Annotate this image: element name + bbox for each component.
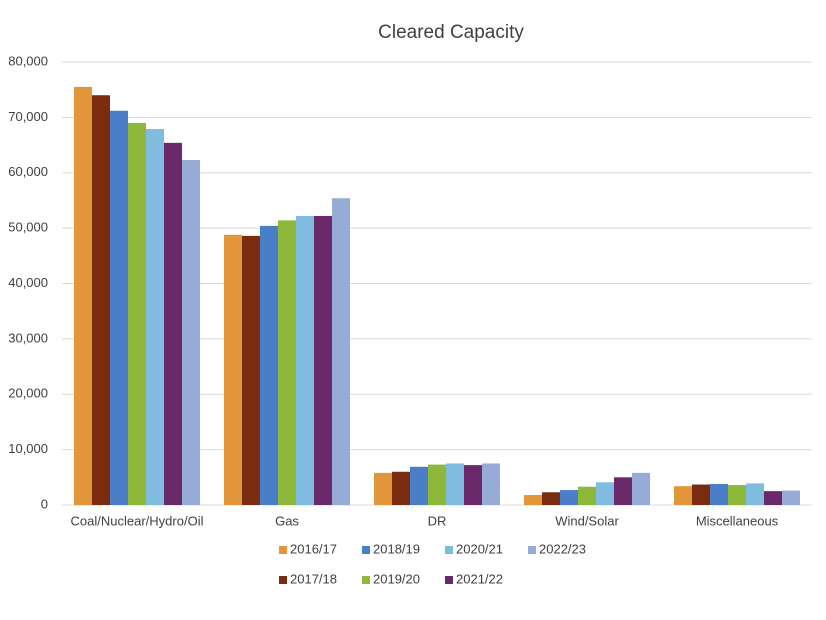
bar — [632, 472, 650, 505]
x-tick-label: DR — [428, 513, 447, 528]
legend-swatch — [445, 576, 453, 584]
bar — [782, 490, 800, 505]
legend-swatch — [528, 546, 536, 554]
legend-swatch — [362, 546, 370, 554]
legend-swatch — [445, 546, 453, 554]
bar — [74, 86, 92, 505]
x-tick-label: Gas — [275, 513, 299, 528]
legend-label: 2020/21 — [456, 541, 503, 556]
bar — [542, 492, 560, 505]
legend-label: 2022/23 — [539, 541, 586, 556]
bar — [482, 463, 500, 505]
legend-label: 2016/17 — [290, 541, 337, 556]
x-tick-label: Coal/Nuclear/Hydro/Oil — [71, 513, 204, 528]
bar — [710, 483, 728, 505]
legend-swatch — [279, 576, 287, 584]
bar — [446, 463, 464, 505]
y-tick-label: 60,000 — [8, 164, 48, 179]
y-tick-label: 80,000 — [8, 53, 48, 68]
bar — [578, 486, 596, 505]
bar — [296, 215, 314, 505]
bar — [596, 482, 614, 505]
x-tick-label: Miscellaneous — [696, 513, 779, 528]
y-tick-label: 10,000 — [8, 441, 48, 456]
bar — [146, 129, 164, 505]
bar — [242, 235, 260, 505]
bar — [410, 466, 428, 505]
bar — [224, 234, 242, 505]
y-tick-label: 40,000 — [8, 275, 48, 290]
bar — [92, 95, 110, 505]
y-tick-label: 0 — [41, 496, 48, 511]
bar — [464, 465, 482, 505]
bar — [728, 485, 746, 505]
bar — [314, 215, 332, 505]
bar — [374, 472, 392, 505]
bar — [164, 142, 182, 505]
bar — [674, 486, 692, 505]
bar — [260, 225, 278, 505]
bar — [692, 484, 710, 505]
bar — [524, 495, 542, 505]
legend-label: 2021/22 — [456, 571, 503, 586]
legend-swatch — [362, 576, 370, 584]
legend-swatch — [279, 546, 287, 554]
bar — [278, 220, 296, 505]
bar — [764, 491, 782, 505]
bar — [182, 160, 200, 506]
legend-label: 2017/18 — [290, 571, 337, 586]
x-tick-label: Wind/Solar — [555, 513, 619, 528]
bar — [128, 122, 146, 505]
chart-title: Cleared Capacity — [378, 22, 524, 43]
bar — [332, 198, 350, 505]
bar — [428, 464, 446, 505]
legend-label: 2019/20 — [373, 571, 420, 586]
legend-label: 2018/19 — [373, 541, 420, 556]
y-tick-label: 30,000 — [8, 330, 48, 345]
bar — [614, 477, 632, 505]
bar — [110, 110, 128, 505]
bar — [746, 483, 764, 505]
y-tick-label: 50,000 — [8, 220, 48, 235]
bar — [392, 471, 410, 505]
y-tick-label: 70,000 — [8, 109, 48, 124]
y-tick-label: 20,000 — [8, 386, 48, 401]
bar — [560, 490, 578, 505]
